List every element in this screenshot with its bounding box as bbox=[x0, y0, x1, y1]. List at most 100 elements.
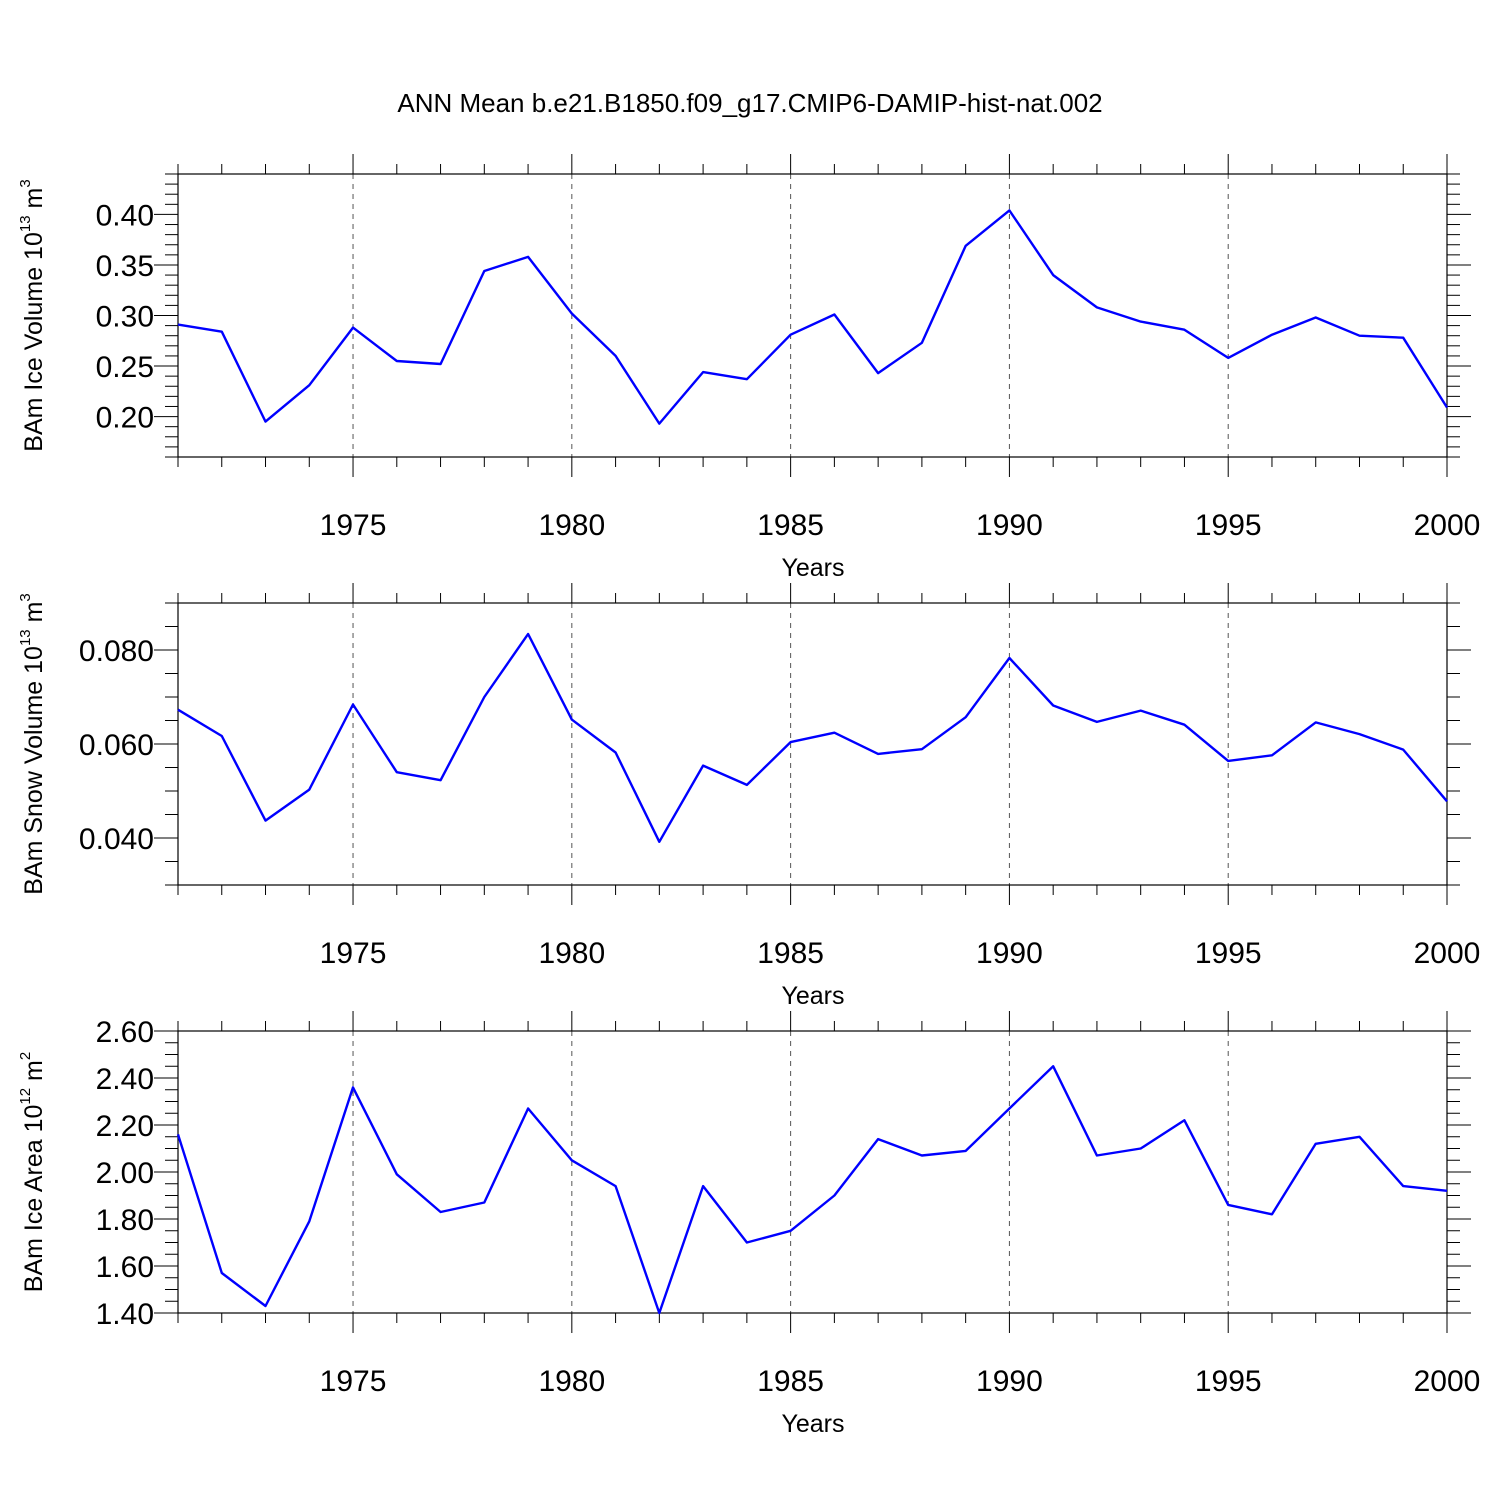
data-point bbox=[745, 783, 749, 787]
data-point bbox=[920, 1154, 924, 1158]
y-tick-label: 1.40 bbox=[96, 1298, 154, 1331]
data-point bbox=[1445, 799, 1449, 803]
y-axis-label-exponent: 12 bbox=[17, 1088, 34, 1105]
data-point bbox=[264, 819, 268, 823]
y-tick-label: 2.40 bbox=[96, 1063, 154, 1096]
data-point bbox=[1445, 405, 1449, 409]
data-point bbox=[876, 371, 880, 375]
plot-frame bbox=[177, 173, 1448, 458]
data-point bbox=[307, 383, 311, 387]
data-point bbox=[176, 708, 180, 712]
data-point bbox=[1095, 1154, 1099, 1158]
y-axis-label-unit: m bbox=[20, 1060, 48, 1088]
data-point bbox=[1007, 656, 1011, 660]
chart-panel-3: 1975 1980 1985 1990 1995 2000 Years 1.40 1.60 1.8… bbox=[17, 1011, 1480, 1438]
data-point bbox=[701, 370, 705, 374]
data-point bbox=[482, 1201, 486, 1205]
data-point bbox=[1095, 720, 1099, 724]
x-tick-label: 1990 bbox=[976, 937, 1043, 970]
data-point bbox=[920, 747, 924, 751]
x-tick-label: 1985 bbox=[757, 509, 824, 542]
data-point bbox=[1226, 356, 1230, 360]
y-tick-label: 0.30 bbox=[96, 301, 154, 334]
data-point bbox=[1270, 1212, 1274, 1216]
data-point bbox=[1357, 1135, 1361, 1139]
y-tick-label: 1.60 bbox=[96, 1251, 154, 1284]
y-tick-label: 0.080 bbox=[79, 635, 154, 668]
y-axis-label-unit: m bbox=[20, 602, 48, 630]
y-axis-label-unit-exponent: 2 bbox=[17, 1052, 34, 1060]
x-tick-label: 1995 bbox=[1195, 937, 1262, 970]
x-tick-label: 1975 bbox=[320, 509, 387, 542]
data-point bbox=[876, 1137, 880, 1141]
y-tick-label: 2.20 bbox=[96, 1110, 154, 1143]
data-point bbox=[1401, 336, 1405, 340]
x-axis-label: Years bbox=[781, 554, 844, 582]
y-axis-label-base: BAm Ice Volume 10 bbox=[20, 232, 48, 452]
x-tick-label: 1980 bbox=[538, 509, 605, 542]
data-point bbox=[1314, 316, 1318, 320]
data-point bbox=[351, 1085, 355, 1089]
x-tick-label: 2000 bbox=[1414, 1365, 1481, 1398]
y-axis-label: BAm Ice Area 1012 m2 bbox=[17, 1052, 48, 1292]
plot-frame bbox=[177, 602, 1448, 886]
data-point bbox=[439, 778, 443, 782]
chart-panel-1: 1975 1980 1985 1990 1995 2000 Years 0.20 0.25 0.3… bbox=[17, 154, 1480, 582]
data-point bbox=[964, 1149, 968, 1153]
x-axis-label: Years bbox=[781, 982, 844, 1010]
x-tick-label: 1980 bbox=[538, 1365, 605, 1398]
data-point bbox=[264, 1304, 268, 1308]
data-point bbox=[1226, 1203, 1230, 1207]
x-tick-label: 1985 bbox=[757, 937, 824, 970]
data-point bbox=[351, 703, 355, 707]
data-point bbox=[1357, 334, 1361, 338]
data-point bbox=[789, 333, 793, 337]
y-axis-label-unit: m bbox=[20, 188, 48, 216]
series-line bbox=[177, 209, 1449, 425]
data-point bbox=[351, 326, 355, 330]
series-line bbox=[176, 1065, 1448, 1315]
data-point bbox=[526, 632, 530, 636]
x-tick-label: 1995 bbox=[1195, 509, 1262, 542]
data-point bbox=[701, 764, 705, 768]
data-point bbox=[176, 1132, 180, 1136]
data-point bbox=[614, 354, 618, 358]
data-point bbox=[570, 718, 574, 722]
data-point bbox=[657, 840, 661, 844]
data-point bbox=[526, 255, 530, 259]
data-point bbox=[570, 1158, 574, 1162]
data-point bbox=[832, 312, 836, 316]
data-point bbox=[1401, 1184, 1405, 1188]
data-point bbox=[307, 1219, 311, 1223]
y-tick-label: 2.60 bbox=[96, 1016, 154, 1049]
y-axis-label-exponent: 13 bbox=[17, 215, 34, 232]
x-tick-label: 1990 bbox=[976, 1365, 1043, 1398]
plot-frame bbox=[177, 1030, 1448, 1314]
data-point bbox=[220, 1271, 224, 1275]
data-point bbox=[1357, 732, 1361, 736]
data-point bbox=[482, 269, 486, 273]
data-point bbox=[439, 362, 443, 366]
data-point bbox=[395, 1172, 399, 1176]
data-point bbox=[701, 1184, 705, 1188]
data-point bbox=[1270, 333, 1274, 337]
y-tick-label: 0.040 bbox=[79, 823, 154, 856]
data-point bbox=[1139, 709, 1143, 713]
data-point bbox=[657, 422, 661, 426]
data-point bbox=[745, 377, 749, 381]
y-tick-label: 0.40 bbox=[96, 199, 154, 232]
data-point bbox=[1051, 1064, 1055, 1068]
chart-panel-2: 1975 1980 1985 1990 1995 2000 Years 0.040 0.060 0… bbox=[17, 583, 1480, 1010]
y-tick-label: 0.25 bbox=[96, 351, 154, 384]
data-point bbox=[395, 770, 399, 774]
data-point bbox=[1051, 273, 1055, 277]
data-point bbox=[920, 341, 924, 345]
data-point bbox=[1139, 320, 1143, 324]
data-point bbox=[264, 420, 268, 424]
data-point bbox=[395, 359, 399, 363]
data-point bbox=[1007, 1107, 1011, 1111]
data-point bbox=[876, 752, 880, 756]
data-point bbox=[832, 731, 836, 735]
data-point bbox=[439, 1210, 443, 1214]
